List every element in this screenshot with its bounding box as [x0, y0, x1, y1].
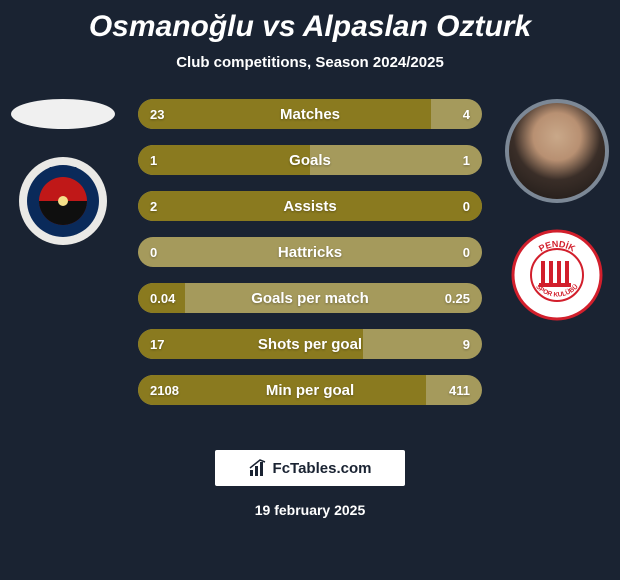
stat-bar-row: Hattricks0 0 — [138, 237, 482, 267]
stat-bar-label: Hattricks — [138, 244, 482, 261]
stat-bar-row: Assists2 0 — [138, 191, 482, 221]
stat-bar-row: Shots per goal17 9 — [138, 329, 482, 359]
stat-bar-right-value: 0.25 — [445, 291, 470, 306]
stat-bar-label: Shots per goal — [138, 336, 482, 353]
stat-bar-right-value: 1 — [463, 153, 470, 168]
stat-bar-label: Goals — [138, 152, 482, 169]
stat-bar-right-value: 411 — [449, 383, 470, 398]
stat-bar-right-value: 0 — [463, 199, 470, 214]
stat-bar-row: Min per goal2108 411 — [138, 375, 482, 405]
page-title: Osmanoğlu vs Alpaslan Ozturk — [0, 0, 620, 44]
stat-bar-left-value: 1 — [150, 153, 157, 168]
stat-bar-left-value: 2108 — [150, 383, 179, 398]
right-player-avatar — [505, 99, 609, 203]
stat-bars: Matches234Goals11Assists20Hattricks00Goa… — [138, 99, 482, 421]
left-player-column: ANKARA — [8, 99, 118, 247]
stat-bar-left-value: 2 — [150, 199, 157, 214]
stat-bar-left-value: 0.04 — [150, 291, 175, 306]
chart-icon — [249, 459, 267, 477]
stat-bar-left-value: 0 — [150, 245, 157, 260]
stat-bar-row: Matches23 4 — [138, 99, 482, 129]
right-player-column: PENDİK SPOR KULÜBÜ — [502, 99, 612, 321]
stat-bar-right-value: 0 — [463, 245, 470, 260]
stat-bar-right-value: 4 — [463, 107, 470, 122]
right-club-badge: PENDİK SPOR KULÜBÜ — [511, 229, 603, 321]
page-subtitle: Club competitions, Season 2024/2025 — [0, 54, 620, 71]
stat-bar-left-value: 17 — [150, 337, 164, 352]
date-label: 19 february 2025 — [0, 502, 620, 518]
left-player-avatar — [11, 99, 115, 129]
svg-text:ANKARA: ANKARA — [48, 167, 78, 174]
left-club-badge: ANKARA — [17, 155, 109, 247]
brand-text: FcTables.com — [273, 460, 372, 477]
stat-bar-left-value: 23 — [150, 107, 164, 122]
stat-bar-label: Assists — [138, 198, 482, 215]
stat-bar-row: Goals per match0.04 0.25 — [138, 283, 482, 313]
brand-badge: FcTables.com — [215, 450, 405, 486]
stat-bar-label: Goals per match — [138, 290, 482, 307]
stat-bar-label: Matches — [138, 106, 482, 123]
stat-bar-row: Goals1 1 — [138, 145, 482, 175]
stat-bar-right-value: 9 — [463, 337, 470, 352]
stat-bar-label: Min per goal — [138, 382, 482, 399]
